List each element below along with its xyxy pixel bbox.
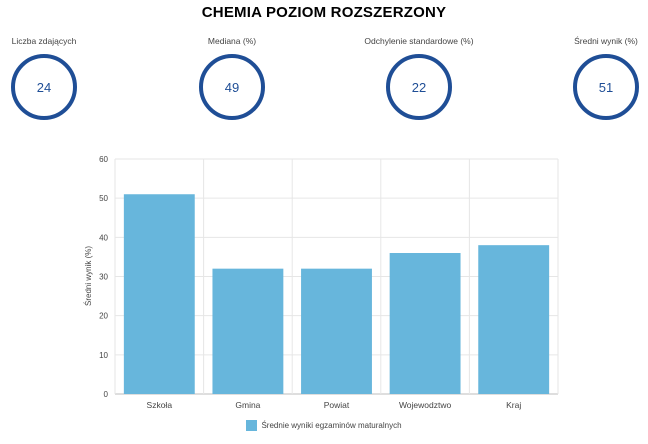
x-tick-label: Gmina — [235, 400, 260, 410]
x-tick-label: Szkoła — [147, 400, 173, 410]
x-tick-label: Kraj — [506, 400, 521, 410]
y-tick-label: 40 — [99, 233, 108, 242]
label-layer: 0 10 20 30 40 50 60 Szkoła Gmina Powiat Wojewodztw… — [99, 155, 521, 410]
stat-median-value: 49 — [199, 54, 265, 120]
chart-title: CHEMIA POZIOM ROZSZERZONY — [201, 4, 447, 21]
y-axis-title: Średni wynik (%) — [84, 246, 93, 306]
bar-layer — [123, 194, 550, 394]
stat-stddev-label: Odchylenie standardowe (%) — [364, 36, 474, 46]
bar-wojewodztwo — [389, 253, 461, 394]
y-tick-label: 60 — [99, 155, 108, 164]
stat-mean-value: 51 — [573, 54, 639, 120]
y-tick-label: 10 — [99, 351, 108, 360]
y-tick-label: 30 — [99, 273, 108, 282]
legend: Średnie wyniki egzaminów maturalnych — [0, 420, 648, 431]
y-tick-label: 0 — [104, 390, 109, 399]
stat-mean-label: Średni wynik (%) — [574, 36, 638, 46]
bar-gmina — [212, 268, 284, 394]
stat-count-label: Liczba zdających — [11, 36, 77, 46]
stat-median-label: Mediana (%) — [207, 36, 257, 46]
stat-stddev-value: 22 — [386, 54, 452, 120]
bar-szkoła — [123, 194, 195, 394]
y-tick-label: 20 — [99, 312, 108, 321]
y-tick-label: 50 — [99, 194, 108, 203]
bar-powiat — [301, 268, 372, 394]
bar-kraj — [478, 245, 550, 394]
legend-label: Średnie wyniki egzaminów maturalnych — [261, 421, 402, 430]
x-tick-label: Powiat — [324, 400, 350, 410]
x-tick-label: Wojewodztwo — [399, 400, 452, 410]
legend-swatch — [246, 420, 258, 431]
stat-count-value: 24 — [11, 54, 77, 120]
